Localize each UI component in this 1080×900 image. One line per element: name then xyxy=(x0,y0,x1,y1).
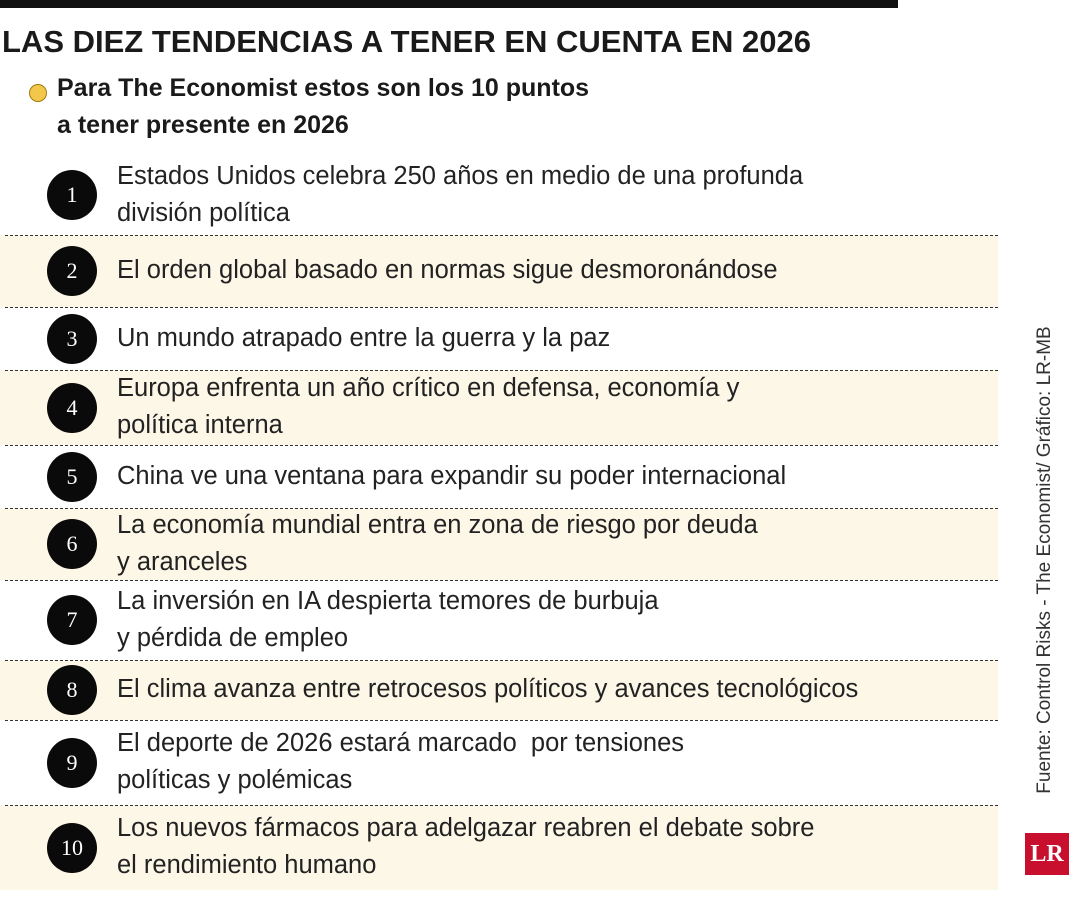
item-number: 4 xyxy=(47,382,97,433)
separator xyxy=(5,235,998,236)
subtitle: a tener presente en 2026 xyxy=(57,111,349,139)
item-text: El orden global basado en normas sigue d… xyxy=(117,256,778,284)
item-number: 2 xyxy=(47,246,97,296)
item-text: Un mundo atrapado entre la guerra y la p… xyxy=(117,323,611,352)
item-text: El clima avanza entre retrocesos polític… xyxy=(117,675,859,703)
separator xyxy=(5,445,998,446)
item-number: 9 xyxy=(47,737,97,788)
bullet-dot xyxy=(29,84,47,102)
item-text: división política xyxy=(117,198,290,227)
source: Fuente: Control Risks - The Economist/ G… xyxy=(1034,326,1055,794)
item-row xyxy=(0,235,998,307)
item-row xyxy=(0,370,998,445)
item-row xyxy=(0,805,998,890)
subtitle: Para The Economist estos son los 10 punt… xyxy=(57,74,590,102)
item-text: Estados Unidos celebra 250 años en medio… xyxy=(117,161,804,190)
item-text: y aranceles xyxy=(117,547,248,576)
item-text: Europa enfrenta un año crítico en defens… xyxy=(117,374,740,402)
item-number: 8 xyxy=(47,665,97,715)
item-text: La inversión en IA despierta temores de … xyxy=(117,586,659,615)
item-row xyxy=(0,508,998,580)
item-text: China ve una ventana para expandir su po… xyxy=(117,461,787,490)
item-text: políticas y polémicas xyxy=(117,766,353,794)
item-text: El deporte de 2026 estará marcado por te… xyxy=(117,729,685,757)
item-text: Los nuevos fármacos para adelgazar reabr… xyxy=(117,814,815,842)
item-text: y pérdida de empleo xyxy=(117,623,349,652)
logo: LR xyxy=(1025,833,1069,875)
item-text: el rendimiento humano xyxy=(117,851,377,879)
item-text: La economía mundial entra en zona de rie… xyxy=(117,510,758,539)
separator xyxy=(5,720,998,721)
item-number: 10 xyxy=(47,822,97,873)
item-number: 7 xyxy=(47,595,97,645)
separator xyxy=(5,660,998,661)
separator xyxy=(5,580,998,581)
item-number: 1 xyxy=(47,170,97,220)
item-number: 3 xyxy=(47,313,97,364)
item-number: 5 xyxy=(47,451,97,502)
item-number: 6 xyxy=(47,519,97,569)
title: LAS DIEZ TENDENCIAS A TENER EN CUENTA EN… xyxy=(2,24,811,59)
item-row xyxy=(0,660,998,720)
separator xyxy=(5,370,998,371)
separator xyxy=(5,307,998,308)
top-bar xyxy=(0,0,898,8)
item-text: política interna xyxy=(117,411,283,439)
separator xyxy=(5,508,998,509)
separator xyxy=(5,805,998,806)
